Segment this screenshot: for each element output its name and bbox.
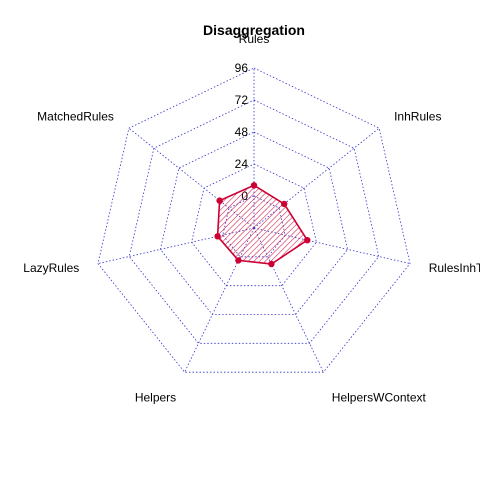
grid-spoke bbox=[253, 227, 411, 264]
grid-spoke bbox=[253, 227, 324, 373]
grid-spoke bbox=[253, 127, 380, 229]
data-point-inhrules bbox=[281, 200, 288, 208]
data-point-helpers bbox=[235, 257, 242, 264]
data-point-rules bbox=[250, 182, 258, 189]
grid-spoke bbox=[128, 127, 255, 229]
data-point-helperswcontext bbox=[268, 260, 275, 268]
axis-label-rulesinhtrees: RulesInhTrees bbox=[429, 261, 480, 275]
tick-label: 24 bbox=[235, 157, 249, 171]
series-area bbox=[216, 184, 309, 265]
tick-label: 96 bbox=[235, 61, 249, 75]
data-point-lazyrules bbox=[214, 233, 221, 240]
tick-label: 72 bbox=[235, 93, 249, 107]
grid-spoke bbox=[184, 227, 255, 373]
axis-label-helperswcontext: HelpersWContext bbox=[332, 391, 427, 405]
axis-label-helpers: Helpers bbox=[135, 391, 176, 405]
axis-label-lazyrules: LazyRules bbox=[23, 261, 79, 275]
grid-ring bbox=[97, 67, 411, 373]
axis-label-rules: Rules bbox=[239, 32, 270, 46]
axis-label-matchedrules: MatchedRules bbox=[37, 109, 114, 123]
grid-ring bbox=[128, 99, 380, 344]
data-point-rulesinhtrees bbox=[304, 237, 311, 244]
radial-tick-labels: 024487296 bbox=[235, 61, 249, 203]
grid-ring bbox=[159, 131, 349, 315]
axis-label-inhrules: InhRules bbox=[394, 109, 441, 123]
axis-labels: Rules InhRules RulesInhTrees HelpersWContex… bbox=[23, 32, 480, 405]
data-point-matchedrules bbox=[216, 197, 223, 204]
tick-label: 48 bbox=[235, 125, 249, 139]
grid-spoke bbox=[97, 227, 255, 264]
series-layer bbox=[214, 182, 311, 268]
chart-title: Disaggregation bbox=[203, 22, 305, 38]
